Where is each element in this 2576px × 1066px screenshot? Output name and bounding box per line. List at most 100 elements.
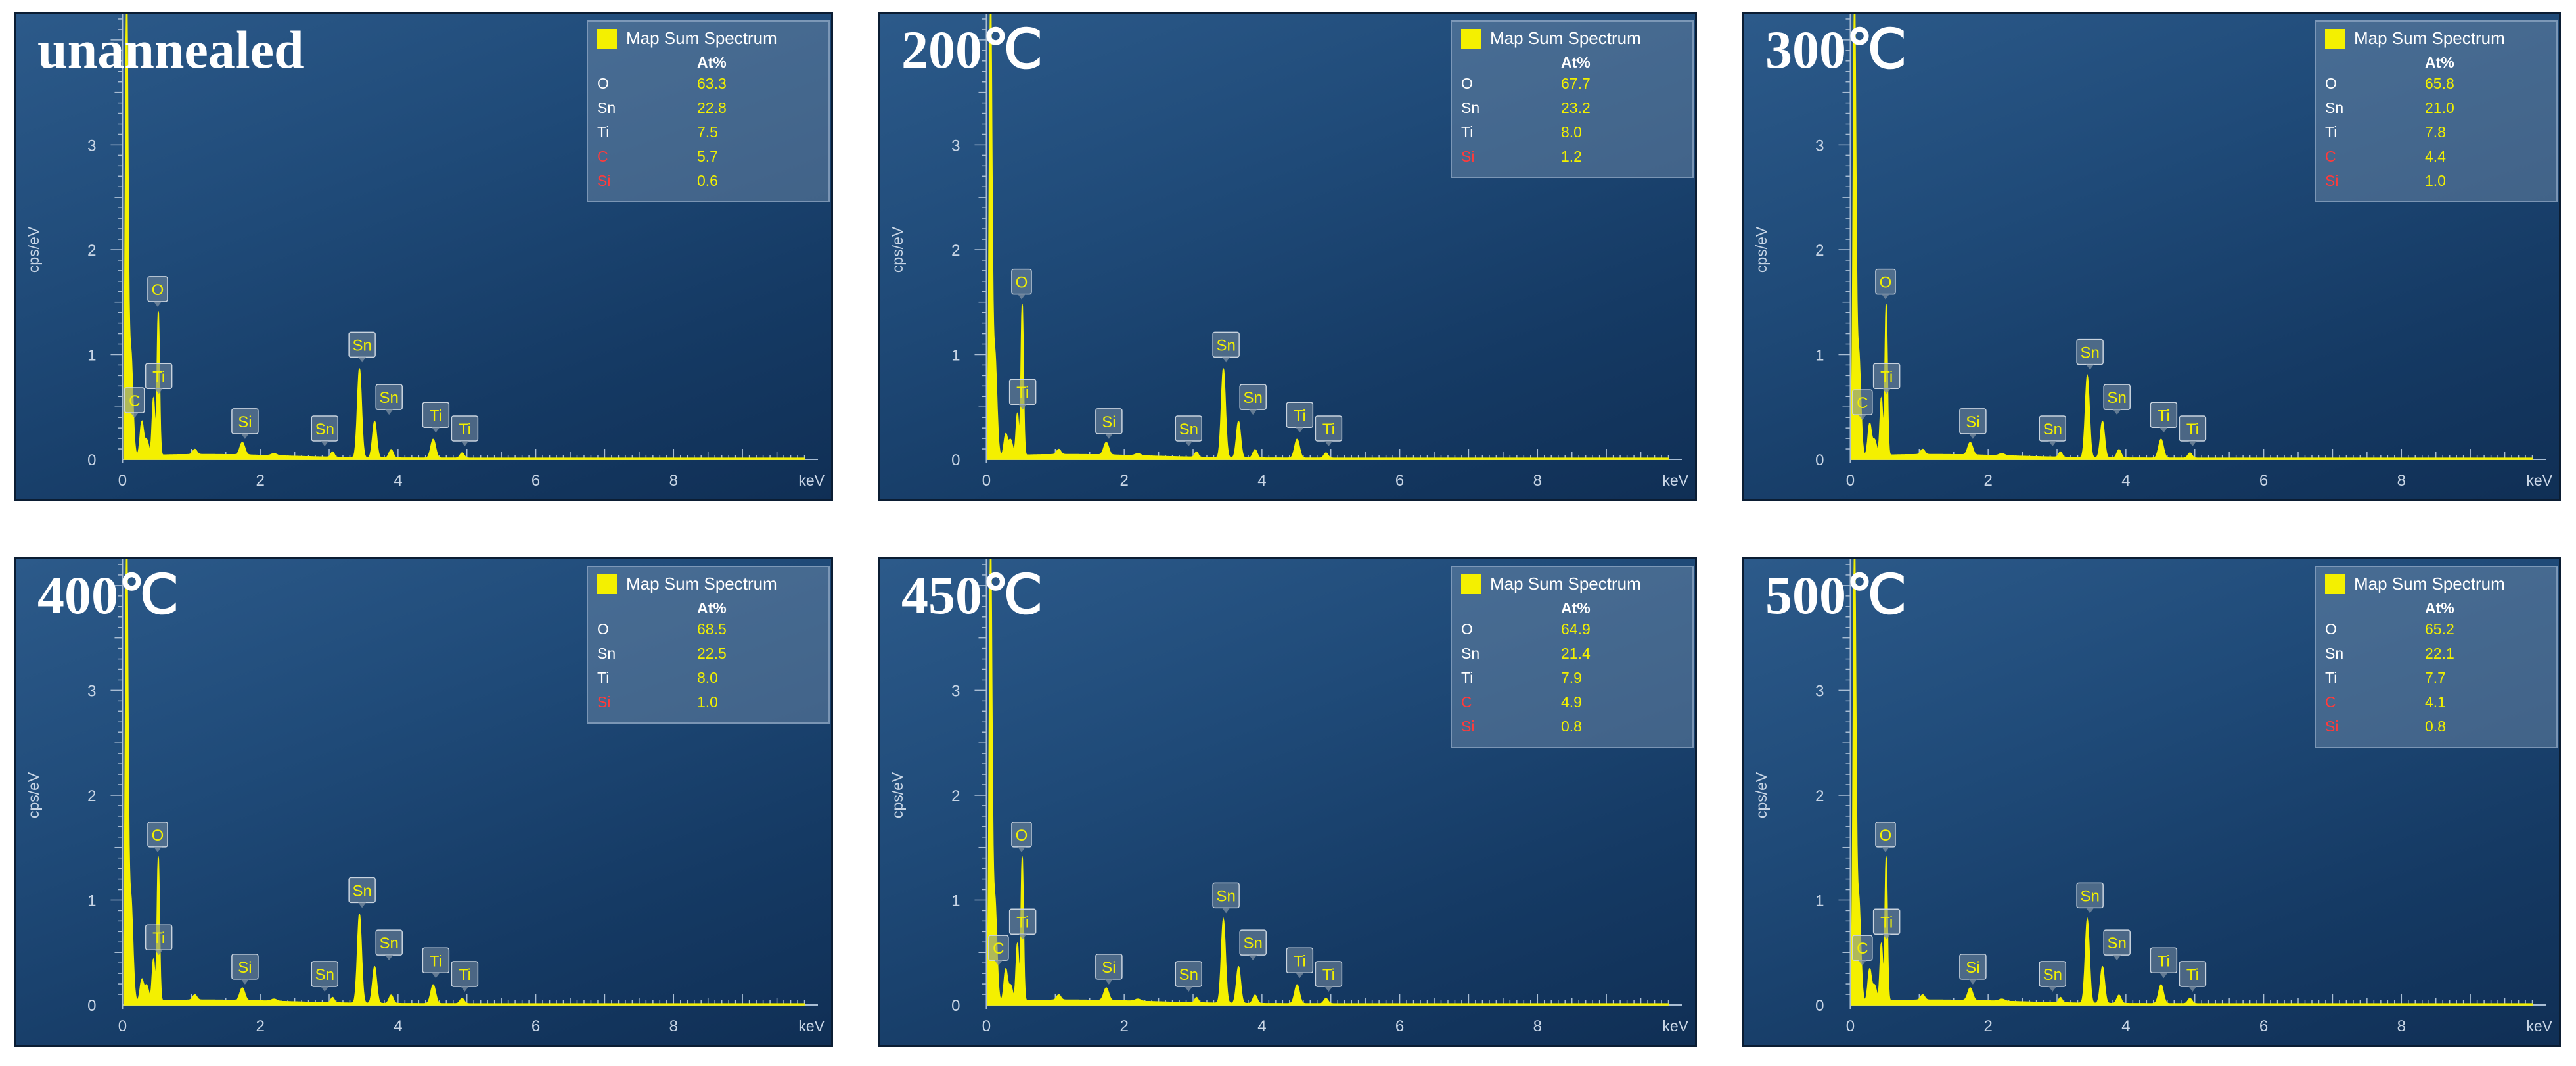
peak-label: C	[1857, 940, 1868, 958]
condition-label: unannealed	[37, 20, 304, 80]
peak-marker: Sn	[2076, 882, 2104, 914]
legend-title: Map Sum Spectrum	[2354, 574, 2505, 593]
composition-legend: Map Sum Spectrum At% O 64.9 Sn 21.4 Ti 7.9 C 4.9 S…	[1451, 566, 1694, 748]
peak-marker-pointer	[154, 388, 163, 394]
atomic-percent: 8.0	[1561, 124, 1582, 141]
spectrum-curve	[123, 559, 805, 1006]
peak-label: Si	[1102, 959, 1116, 977]
atomic-percent: 1.0	[2425, 172, 2446, 189]
condition-label: 200℃	[901, 20, 1043, 80]
legend-unit: At%	[1561, 599, 1591, 616]
peak-marker: Si	[1095, 408, 1123, 439]
spectrum-curve	[987, 559, 1669, 1006]
peak-label: Si	[238, 413, 252, 431]
spectrum-plot: 0 2 4 6 8 0 1 2 3 keV cps/eV C Ti O Si Sn Sn Sn Ti Ti	[25, 14, 825, 490]
legend-swatch	[2325, 574, 2345, 594]
element-symbol: Sn	[2325, 645, 2344, 662]
atomic-percent: 0.8	[1561, 718, 1582, 735]
composition-row: Ti 8.0	[597, 666, 819, 690]
atomic-percent: 7.9	[1561, 669, 1582, 686]
peak-marker-box	[1875, 822, 1896, 848]
composition-row: C 4.4	[2325, 145, 2547, 169]
x-tick-label: 8	[2397, 472, 2406, 490]
peak-marker: O	[1011, 822, 1032, 852]
peak-label: Ti	[2186, 966, 2199, 984]
x-tick-label: 8	[669, 472, 678, 490]
composition-row: C 4.1	[2325, 690, 2547, 714]
x-tick-label: 8	[1533, 472, 1542, 490]
y-axis-label: cps/eV	[1753, 226, 1770, 273]
peak-marker-box	[2076, 338, 2104, 365]
element-symbol: Si	[2325, 172, 2339, 189]
peak-label: Si	[1102, 413, 1116, 431]
peak-label: Si	[1966, 413, 1979, 431]
y-axis-label: cps/eV	[889, 226, 906, 273]
atomic-percent: 8.0	[697, 669, 718, 686]
peak-label: Sn	[380, 389, 399, 407]
spectrum-curve	[123, 14, 805, 460]
peak-marker: Ti	[1286, 947, 1314, 979]
peak-marker: Sn	[2039, 415, 2067, 447]
element-symbol: Ti	[1461, 124, 1474, 141]
y-tick-label: 2	[951, 787, 960, 805]
legend-swatch	[597, 28, 617, 49]
peak-marker-pointer	[1968, 433, 1977, 439]
legend-unit: At%	[1561, 54, 1591, 71]
atomic-percent: 65.2	[2425, 620, 2454, 637]
composition-row: C 4.9	[1461, 690, 1683, 714]
atomic-percent: 67.7	[1561, 75, 1591, 92]
y-tick-label: 0	[1815, 452, 1824, 469]
spectrum-panel: 0 2 4 6 8 0 1 2 3 keV cps/eV Ti O Si Sn Sn Sn Ti Ti 400℃ Map…	[14, 557, 833, 1047]
x-tick-label: 6	[1395, 1017, 1404, 1035]
peak-label: Sn	[1179, 966, 1198, 984]
spectrum-plot: 0 2 4 6 8 0 1 2 3 keV cps/eV C Ti O Si Sn Sn Sn Ti Ti	[1753, 559, 2553, 1035]
element-symbol: Ti	[597, 669, 610, 686]
peak-marker: Ti	[422, 402, 450, 433]
x-tick-label: 6	[2259, 1017, 2268, 1035]
peak-marker: Sn	[1212, 331, 1240, 363]
peak-marker: O	[1875, 822, 1896, 852]
spectrum-curve	[987, 14, 1669, 460]
peak-label: Sn	[1216, 887, 1235, 905]
x-tick-label: 4	[2121, 1017, 2130, 1035]
element-symbol: Si	[1461, 718, 1475, 735]
peak-marker-pointer	[1324, 441, 1333, 447]
peak-label: Ti	[1880, 368, 1893, 386]
spectrum-plot: 0 2 4 6 8 0 1 2 3 keV cps/eV Ti O Si Sn Sn Sn Ti Ti	[25, 559, 825, 1035]
atomic-percent: 4.4	[2425, 148, 2446, 165]
peak-label: C	[993, 940, 1004, 958]
condition-label: 300℃	[1765, 20, 1907, 80]
peak-label: Sn	[1216, 336, 1235, 354]
peak-marker: Ti	[1286, 402, 1314, 433]
atomic-percent: 5.7	[697, 148, 718, 165]
x-tick-label: 2	[256, 1017, 264, 1035]
peak-label: Ti	[459, 966, 471, 984]
x-tick-label: 8	[1533, 1017, 1542, 1035]
peak-marker: Ti	[1315, 415, 1343, 447]
peak-marker-pointer	[2188, 441, 2197, 447]
spectrum-panel: 0 2 4 6 8 0 1 2 3 keV cps/eV C Ti O Si Sn Sn Sn Ti Ti unanne…	[14, 12, 833, 501]
y-tick-label: 3	[1815, 682, 1824, 700]
atomic-percent: 7.5	[697, 124, 718, 141]
peak-marker: Sn	[375, 384, 403, 415]
y-tick-label: 2	[1815, 787, 1824, 805]
x-axis-label: keV	[798, 472, 825, 489]
element-symbol: C	[2325, 148, 2336, 165]
x-axis-label: keV	[1662, 472, 1688, 489]
y-tick-label: 0	[951, 452, 960, 469]
peak-label: Ti	[152, 368, 165, 386]
peak-marker: Ti	[1315, 961, 1343, 992]
peak-marker-box	[1011, 822, 1032, 848]
legend-header: Map Sum Spectrum	[597, 28, 819, 49]
peak-marker: O	[1875, 268, 1896, 300]
peak-marker-pointer	[153, 846, 162, 852]
peak-label: O	[1880, 274, 1892, 292]
y-tick-label: 2	[87, 242, 96, 260]
peak-marker: O	[147, 276, 168, 307]
peak-marker: Ti	[145, 924, 173, 956]
atomic-percent: 7.8	[2425, 124, 2446, 141]
spectrum-plot: 0 2 4 6 8 0 1 2 3 keV cps/eV C Ti O Si Sn Sn Sn Ti Ti	[1753, 14, 2553, 490]
peak-marker-pointer	[240, 979, 249, 985]
x-tick-label: 0	[982, 1017, 991, 1035]
peak-label: Si	[238, 959, 252, 977]
